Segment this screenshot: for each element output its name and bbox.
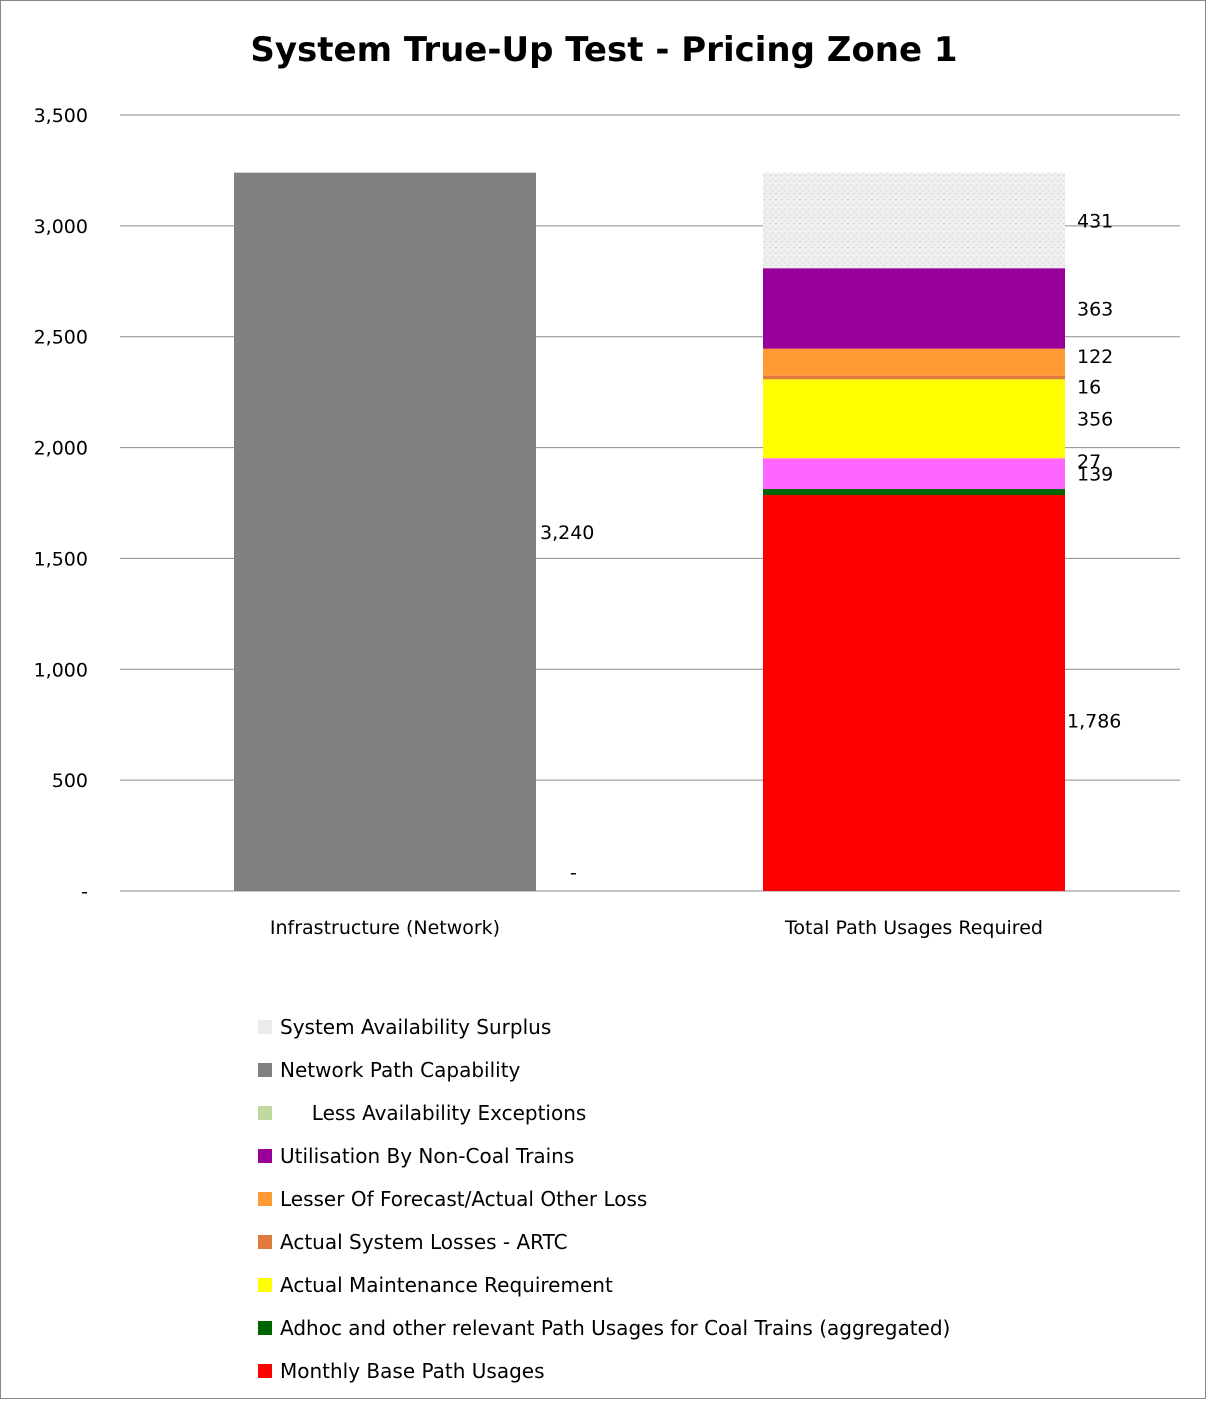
chart-title: System True-Up Test - Pricing Zone 1 — [250, 30, 958, 70]
legend-label: Adhoc and other relevant Path Usages for… — [280, 1316, 951, 1340]
bar-network-path-capability — [234, 172, 536, 891]
y-tick-label: 1,500 — [34, 548, 88, 570]
x-tick-label: Infrastructure (Network) — [270, 917, 500, 939]
legend-item: Monthly Base Path Usages — [258, 1354, 950, 1397]
data-label-monthly-base-zero: - — [570, 862, 577, 884]
legend-label: Network Path Capability — [280, 1058, 521, 1082]
bar-segment-lesser-of-forecast-actual-other-loss — [763, 348, 1065, 376]
legend-label: System Availability Surplus — [280, 1015, 552, 1039]
bar-segment-adhoc-and-other-relevant-path-usages-for-coal-trains-aggregated- — [763, 489, 1065, 496]
legend-label: Less Availability Exceptions — [280, 1101, 587, 1125]
data-label-utilisation-by-non-coal-trains: 363 — [1077, 298, 1113, 320]
legend-label: Lesser Of Forecast/Actual Other Loss — [280, 1187, 648, 1211]
legend: System Availability Surplus Network Path … — [258, 1010, 950, 1397]
y-axis-tick-labels: - 500 1,000 1,500 2,000 2,500 3,000 3,500 — [34, 105, 88, 903]
legend-swatch — [258, 1363, 272, 1378]
y-tick-label: - — [81, 881, 88, 903]
legend-item: Adhoc and other relevant Path Usages for… — [258, 1311, 950, 1354]
y-tick-label: 3,000 — [34, 216, 88, 238]
legend-label: Utilisation By Non-Coal Trains — [280, 1144, 575, 1168]
legend-item: Actual System Losses - ARTC — [258, 1225, 950, 1268]
data-label-monthly-base-path-usages: 1,786 — [1067, 711, 1121, 733]
data-label-adhoc-and-other-relevant-path-usages-for-coal-trains-aggregated-: 27 — [1077, 451, 1101, 473]
data-label-actual-system-losses-artc: 16 — [1077, 377, 1101, 399]
legend-swatch — [258, 1062, 272, 1077]
y-tick-label: 1,000 — [34, 659, 88, 681]
x-tick-label: Total Path Usages Required — [784, 917, 1043, 939]
y-tick-label: 2,500 — [34, 327, 88, 349]
legend-swatch — [258, 1277, 272, 1292]
legend-swatch — [258, 1148, 272, 1163]
data-label-pink-segment: 139 — [1077, 464, 1113, 486]
bar-segment-monthly-base-path-usages — [763, 495, 1065, 891]
legend-item: Actual Maintenance Requirement — [258, 1268, 950, 1311]
bars — [234, 172, 1065, 891]
bar-segment-actual-maintenance-requirement — [763, 379, 1065, 459]
legend-swatch — [258, 1105, 272, 1120]
legend-item: Utilisation By Non-Coal Trains — [258, 1139, 950, 1182]
legend-item: Lesser Of Forecast/Actual Other Loss — [258, 1182, 950, 1225]
legend-item: System Availability Surplus — [258, 1010, 950, 1053]
data-label-system-availability-surplus: 431 — [1077, 210, 1113, 232]
data-label-network-path-capability: 3,240 — [540, 522, 594, 544]
legend-label: Actual System Losses - ARTC — [280, 1230, 568, 1254]
bar-segment-actual-system-losses-artc — [763, 375, 1065, 380]
legend-label: Actual Maintenance Requirement — [280, 1273, 613, 1297]
bar-segment-pink-segment — [763, 458, 1065, 490]
legend-item: Network Path Capability — [258, 1053, 950, 1096]
data-label-actual-maintenance-requirement: 356 — [1077, 409, 1113, 431]
plot-area: - 500 1,000 1,500 2,000 2,500 3,000 3,500 3,240… — [34, 105, 1180, 939]
bar-segment-utilisation-by-non-coal-trains — [763, 268, 1065, 349]
legend-swatch — [258, 1191, 272, 1206]
legend-item: Less Availability Exceptions — [258, 1096, 950, 1139]
legend-swatch — [258, 1019, 272, 1034]
bar-segment-system-availability-surplus — [763, 172, 1065, 269]
y-tick-label: 3,500 — [34, 105, 88, 127]
data-label-lesser-of-forecast-actual-other-loss: 122 — [1077, 346, 1113, 368]
y-tick-label: 500 — [52, 770, 88, 792]
legend-swatch — [258, 1234, 272, 1249]
y-tick-label: 2,000 — [34, 438, 88, 460]
legend-label: Monthly Base Path Usages — [280, 1359, 545, 1383]
legend-swatch — [258, 1320, 272, 1335]
x-axis-tick-labels: Infrastructure (Network) Total Path Usage… — [270, 917, 1043, 939]
